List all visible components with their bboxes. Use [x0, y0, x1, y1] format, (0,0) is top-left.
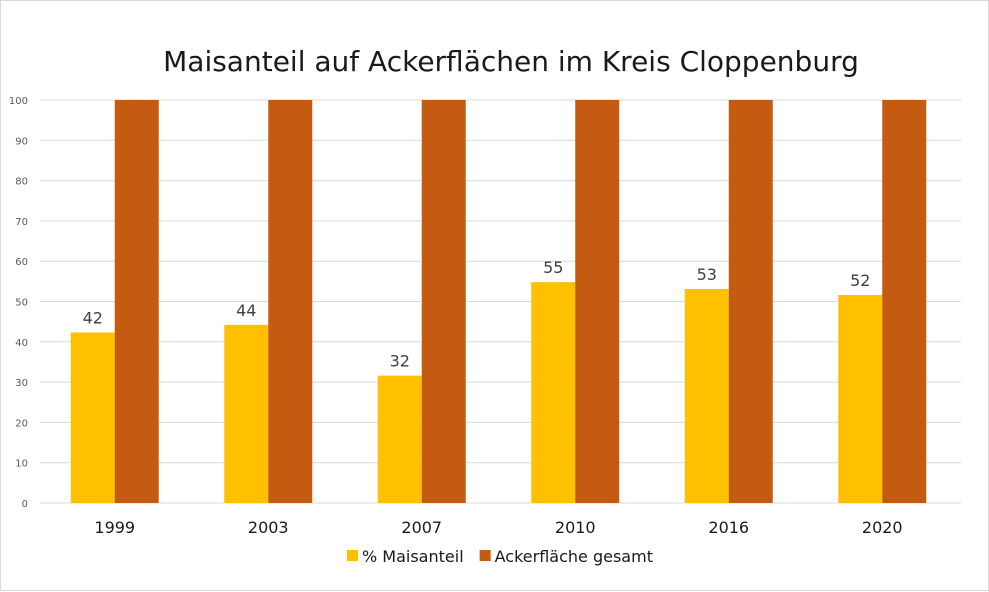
bar-maisanteil-2003: [224, 324, 269, 503]
bar-ackerflaeche-2016: [728, 100, 773, 503]
data-label: 42: [83, 309, 103, 328]
y-tick-label: 30: [15, 378, 28, 389]
x-tick-label: 2007: [401, 518, 442, 537]
data-label: 44: [236, 301, 256, 320]
legend-swatch: [479, 550, 491, 561]
data-label: 53: [697, 265, 717, 284]
bar-ackerflaeche-2003: [268, 100, 313, 503]
y-tick-label: 70: [15, 217, 28, 228]
x-tick-label: 2020: [862, 518, 903, 537]
y-tick-label: 90: [15, 136, 28, 147]
chart-title: Maisanteil auf Ackerflächen im Kreis Clo…: [163, 45, 859, 78]
legend-swatch: [347, 550, 358, 561]
bar-maisanteil-2016: [684, 289, 729, 503]
legend-label: Ackerfläche gesamt: [495, 547, 653, 566]
bar-maisanteil-2020: [838, 295, 883, 503]
bar-ackerflaeche-2020: [882, 100, 927, 503]
y-tick-label: 60: [15, 257, 28, 268]
x-tick-label: 2003: [248, 518, 289, 537]
data-label: 52: [850, 271, 870, 290]
data-label: 55: [543, 258, 563, 277]
y-tick-label: 50: [15, 298, 28, 309]
y-tick-label: 10: [15, 459, 28, 470]
bar-maisanteil-1999: [70, 332, 115, 503]
y-tick-label: 0: [22, 499, 28, 510]
x-tick-label: 2010: [555, 518, 596, 537]
y-tick-label: 40: [15, 338, 28, 349]
bar-maisanteil-2010: [531, 282, 576, 503]
legend-label: % Maisanteil: [362, 547, 464, 566]
bar-ackerflaeche-2010: [575, 100, 620, 503]
x-tick-label: 1999: [94, 518, 135, 537]
x-tick-label: 2016: [708, 518, 749, 537]
bar-ackerflaeche-1999: [114, 100, 159, 503]
y-tick-label: 100: [9, 96, 28, 107]
data-label: 32: [390, 352, 410, 371]
y-tick-label: 20: [15, 418, 28, 429]
y-tick-label: 80: [15, 177, 28, 188]
bar-ackerflaeche-2007: [421, 100, 466, 503]
bar-maisanteil-2007: [377, 375, 422, 503]
